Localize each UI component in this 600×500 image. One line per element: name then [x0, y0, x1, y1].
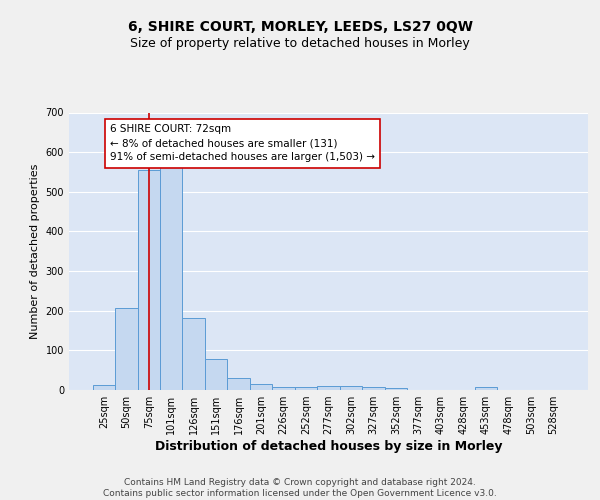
- Bar: [160, 166, 182, 390]
- Bar: [250, 384, 272, 390]
- Bar: [227, 378, 250, 390]
- Text: Size of property relative to detached houses in Morley: Size of property relative to detached ho…: [130, 38, 470, 51]
- Bar: [385, 388, 407, 390]
- Bar: [340, 386, 362, 390]
- Bar: [362, 387, 385, 390]
- Y-axis label: Number of detached properties: Number of detached properties: [30, 164, 40, 339]
- Bar: [317, 386, 340, 390]
- Bar: [137, 170, 160, 390]
- Text: Contains HM Land Registry data © Crown copyright and database right 2024.
Contai: Contains HM Land Registry data © Crown c…: [103, 478, 497, 498]
- Text: 6, SHIRE COURT, MORLEY, LEEDS, LS27 0QW: 6, SHIRE COURT, MORLEY, LEEDS, LS27 0QW: [128, 20, 473, 34]
- Bar: [92, 385, 115, 390]
- Bar: [272, 387, 295, 390]
- Bar: [475, 387, 497, 390]
- Text: 6 SHIRE COURT: 72sqm
← 8% of detached houses are smaller (131)
91% of semi-detac: 6 SHIRE COURT: 72sqm ← 8% of detached ho…: [110, 124, 375, 162]
- X-axis label: Distribution of detached houses by size in Morley: Distribution of detached houses by size …: [155, 440, 502, 453]
- Bar: [182, 318, 205, 390]
- Bar: [295, 387, 317, 390]
- Bar: [115, 308, 137, 390]
- Bar: [205, 358, 227, 390]
